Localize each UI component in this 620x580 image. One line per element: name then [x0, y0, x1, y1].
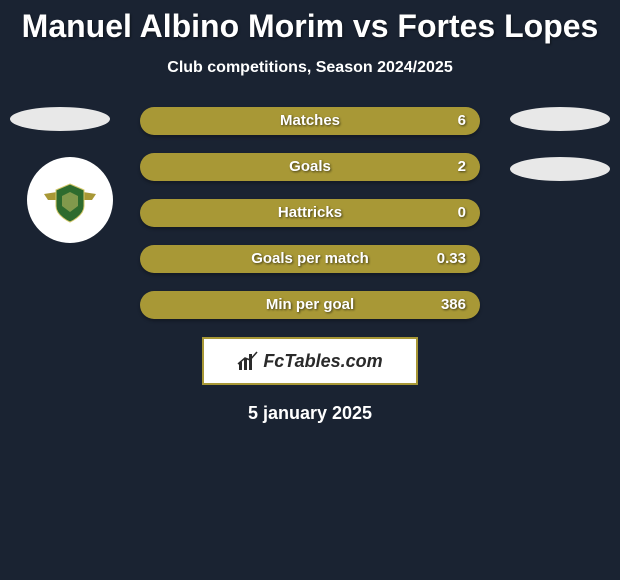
stat-value: 2 — [458, 153, 466, 181]
player-left-placeholder-1 — [10, 107, 110, 131]
shield-icon — [42, 172, 98, 228]
stat-label: Matches — [140, 107, 480, 135]
club-badge — [27, 157, 113, 243]
stat-label: Goals — [140, 153, 480, 181]
bar-chart-icon — [237, 350, 259, 372]
site-logo: FcTables.com — [237, 350, 382, 372]
stat-bar: Matches 6 — [140, 107, 480, 135]
stat-value: 0.33 — [437, 245, 466, 273]
stat-bar: Hattricks 0 — [140, 199, 480, 227]
stat-bar: Goals 2 — [140, 153, 480, 181]
player-right-placeholder-2 — [510, 157, 610, 181]
chart-area: Matches 6 Goals 2 Hattricks 0 Goals per … — [0, 107, 620, 424]
stat-bar: Goals per match 0.33 — [140, 245, 480, 273]
stat-value: 6 — [458, 107, 466, 135]
stat-label: Hattricks — [140, 199, 480, 227]
page-title: Manuel Albino Morim vs Fortes Lopes — [0, 0, 620, 45]
subtitle: Club competitions, Season 2024/2025 — [0, 59, 620, 77]
stat-label: Min per goal — [140, 291, 480, 319]
stat-label: Goals per match — [140, 245, 480, 273]
date-label: 5 january 2025 — [0, 403, 620, 424]
player-right-placeholder-1 — [510, 107, 610, 131]
site-logo-box: FcTables.com — [202, 337, 418, 385]
stat-value: 0 — [458, 199, 466, 227]
stat-value: 386 — [441, 291, 466, 319]
site-logo-text: FcTables.com — [263, 351, 382, 372]
stat-bar: Min per goal 386 — [140, 291, 480, 319]
stats-bars: Matches 6 Goals 2 Hattricks 0 Goals per … — [140, 107, 480, 319]
